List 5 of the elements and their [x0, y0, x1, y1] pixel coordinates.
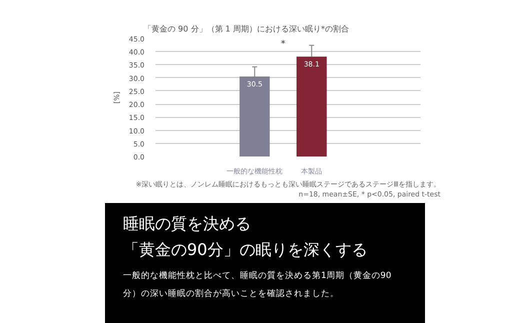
- chart-title: 「黄金の 90 分」（第 1 周期）における深い眠り*の割合: [144, 24, 349, 34]
- text: 睡眠の質を決める: [123, 213, 252, 235]
- annotation: *: [280, 40, 286, 50]
- text: 一般的な機能性枕と比べて、睡眠の質を決める第1周期（黄金の90分）の深い睡眠の割合が高いことを確認されました。: [123, 270, 392, 301]
- text: 「黄金の90分」の眠りを深くする: [123, 239, 368, 261]
